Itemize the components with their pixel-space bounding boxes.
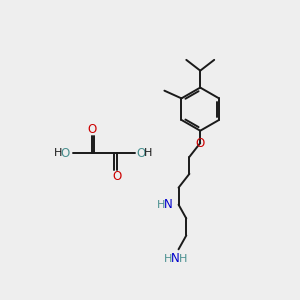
Text: O: O: [60, 146, 69, 160]
Text: H: H: [164, 254, 172, 263]
Text: H: H: [144, 148, 152, 158]
Text: H: H: [179, 254, 188, 263]
Text: O: O: [87, 123, 96, 136]
Text: N: N: [164, 198, 173, 211]
Text: O: O: [112, 169, 121, 183]
Text: H: H: [157, 200, 166, 210]
Text: O: O: [196, 136, 205, 149]
Text: N: N: [171, 252, 180, 265]
Text: O: O: [137, 146, 146, 160]
Text: H: H: [54, 148, 62, 158]
